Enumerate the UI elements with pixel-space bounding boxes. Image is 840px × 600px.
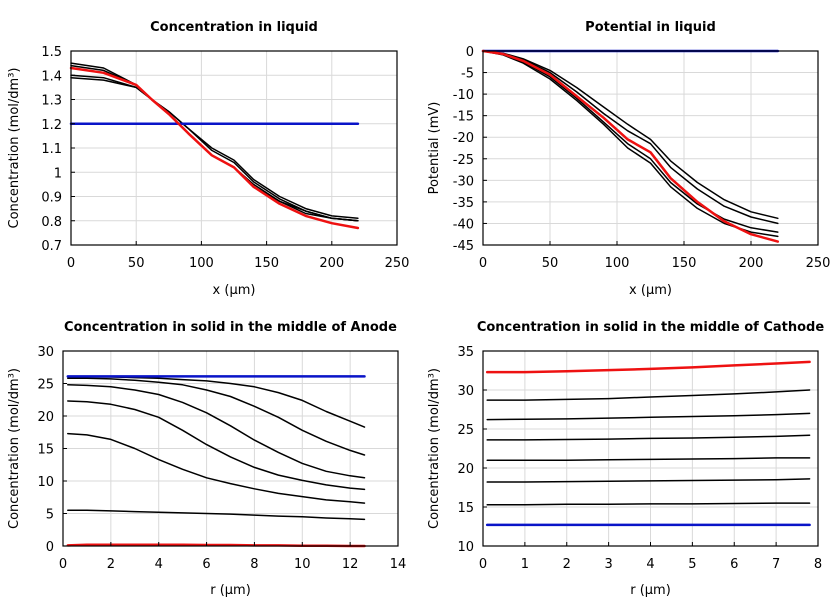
x-tick-label: 150 <box>672 256 697 271</box>
y-tick-label: 0 <box>46 540 54 555</box>
series-line-t1 <box>486 502 811 506</box>
y-tick-label: 0.9 <box>41 191 62 206</box>
x-tick-label: 8 <box>250 557 258 572</box>
x-tick-label: 4 <box>155 557 163 572</box>
y-tick-label: 10 <box>457 540 474 555</box>
series-line-t1 <box>482 50 779 220</box>
chart-concentration-in-liquid: 0 50 100 150 200 250 0.7 0.8 0.9 1 1.1 1.2 1.3 1.4 1.5… <box>7 20 409 298</box>
series-line-t6 <box>67 509 366 521</box>
x-axis-label: r (µm) <box>210 583 251 598</box>
chart-potential-in-liquid: 0 50 100 150 200 250 0 -5 -10 -15 -20 -25 -30 -35 -40 -… <box>427 20 830 298</box>
y-axis-label: Potential (mV) <box>427 102 442 195</box>
series-line-t5 <box>486 412 811 421</box>
x-tick-label: 5 <box>688 557 696 572</box>
y-tick-label: 1.5 <box>41 45 62 60</box>
series-line-t2 <box>486 478 811 483</box>
x-tick-label: 0 <box>67 256 75 271</box>
series-line-t4 <box>486 434 811 441</box>
chart-title: Concentration in liquid <box>150 20 318 35</box>
chart-title: Concentration in solid in the middle of … <box>477 320 825 335</box>
y-tick-label: 20 <box>37 410 54 425</box>
y-tick-label: 5 <box>46 508 54 523</box>
chart-title: Concentration in solid in the middle of … <box>64 320 397 335</box>
y-tick-label: 1.2 <box>41 118 62 133</box>
y-tick-label: -25 <box>453 153 474 168</box>
series-line-t3 <box>67 384 366 479</box>
x-tick-label: 250 <box>385 256 410 271</box>
y-tick-label: 25 <box>37 378 54 393</box>
y-tick-label: 1.4 <box>41 69 62 84</box>
y-tick-label: -35 <box>453 196 474 211</box>
chart-title: Potential in liquid <box>585 20 716 35</box>
x-axis-label: x (µm) <box>629 283 672 298</box>
series-line-t4 <box>67 400 366 491</box>
series-line-final <box>481 49 780 243</box>
series-line-t2 <box>67 377 366 456</box>
y-tick-label: -45 <box>453 239 474 254</box>
x-tick-label: 50 <box>542 256 559 271</box>
y-tick-label: 1 <box>54 166 62 181</box>
series-line-t6 <box>486 389 811 401</box>
x-axis-label: r (µm) <box>630 583 671 598</box>
x-tick-label: 100 <box>605 256 630 271</box>
x-tick-label: 12 <box>342 557 359 572</box>
y-tick-label: -15 <box>453 110 474 125</box>
y-axis-label: Concentration (mol/dm³) <box>7 68 22 229</box>
y-tick-label: 20 <box>457 462 474 477</box>
x-tick-label: 0 <box>59 557 67 572</box>
y-tick-label: -5 <box>461 67 474 82</box>
x-tick-label: 50 <box>128 256 145 271</box>
x-tick-label: 1 <box>521 557 529 572</box>
series-line-t5 <box>67 432 366 504</box>
y-tick-label: 15 <box>457 501 474 516</box>
y-tick-label: 1.3 <box>41 94 62 109</box>
x-tick-label: 0 <box>479 256 487 271</box>
y-axis-label: Concentration (mol/dm³) <box>427 368 442 529</box>
series-line-final <box>485 360 811 374</box>
y-tick-label: -30 <box>453 174 474 189</box>
x-tick-label: 100 <box>189 256 214 271</box>
y-tick-label: 30 <box>37 345 54 360</box>
y-tick-label: 0.8 <box>41 215 62 230</box>
x-tick-label: 3 <box>604 557 612 572</box>
x-tick-label: 0 <box>479 557 487 572</box>
chart-concentration-solid-anode: 0 2 4 6 8 10 12 14 0 5 10 15 20 25 30 Concentration in … <box>7 320 406 598</box>
y-tick-label: 15 <box>37 443 54 458</box>
plot-frame <box>482 50 819 246</box>
series-line-final <box>69 66 360 230</box>
x-tick-label: 2 <box>107 557 115 572</box>
x-tick-label: 14 <box>390 557 407 572</box>
series-line-t4 <box>482 50 779 238</box>
x-axis-label: x (µm) <box>213 283 256 298</box>
x-tick-label: 10 <box>294 557 311 572</box>
y-tick-label: -10 <box>453 88 474 103</box>
x-tick-label: 200 <box>319 256 344 271</box>
y-tick-label: 35 <box>457 345 474 360</box>
y-axis-label: Concentration (mol/dm³) <box>7 368 22 529</box>
y-tick-label: -20 <box>453 131 474 146</box>
x-tick-label: 6 <box>202 557 210 572</box>
x-tick-label: 250 <box>806 256 831 271</box>
y-tick-label: 30 <box>457 384 474 399</box>
x-tick-label: 8 <box>814 557 822 572</box>
y-tick-label: 0 <box>466 45 474 60</box>
series-line-t3 <box>486 457 811 461</box>
x-tick-label: 150 <box>254 256 279 271</box>
y-tick-label: 25 <box>457 423 474 438</box>
y-tick-label: 0.7 <box>41 239 62 254</box>
y-tick-label: 10 <box>37 475 54 490</box>
x-tick-label: 7 <box>772 557 780 572</box>
x-tick-label: 6 <box>730 557 738 572</box>
y-tick-label: 1.1 <box>41 142 62 157</box>
y-tick-label: -40 <box>453 217 474 232</box>
x-tick-label: 2 <box>563 557 571 572</box>
x-tick-label: 4 <box>646 557 654 572</box>
x-tick-label: 200 <box>739 256 764 271</box>
